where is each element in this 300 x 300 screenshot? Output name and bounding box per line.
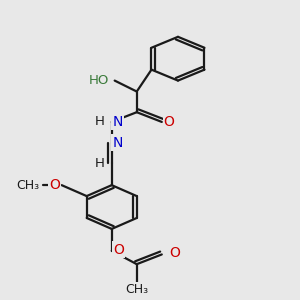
Text: O: O bbox=[169, 246, 180, 260]
Text: CH₃: CH₃ bbox=[16, 178, 39, 192]
Text: O: O bbox=[113, 243, 124, 256]
Text: N: N bbox=[112, 115, 123, 129]
Text: CH₃: CH₃ bbox=[125, 283, 148, 296]
Text: O: O bbox=[49, 178, 60, 192]
Text: H: H bbox=[94, 116, 104, 128]
Text: HO: HO bbox=[88, 74, 109, 87]
Text: N: N bbox=[112, 136, 123, 150]
Text: O: O bbox=[164, 115, 175, 129]
Text: H: H bbox=[94, 157, 104, 170]
